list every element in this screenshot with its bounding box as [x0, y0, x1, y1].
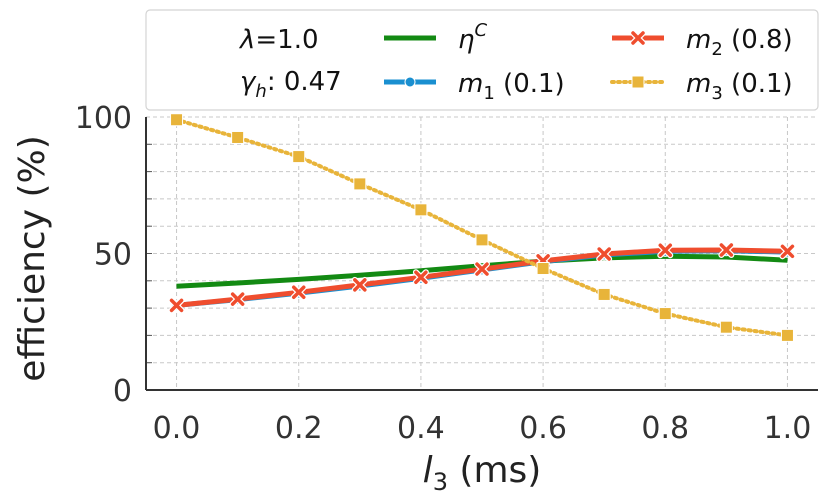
x-tick-label: 1.0 [764, 411, 812, 446]
legend-entry-3: m2 (0.8) [612, 25, 793, 60]
y-tick-label: 50 [94, 238, 132, 273]
y-tick-label: 100 [75, 101, 132, 136]
data-point [474, 261, 490, 278]
data-point [630, 30, 646, 46]
y-axis-label: efficiency (%) [12, 135, 53, 382]
x-tick-label: 0.6 [519, 411, 567, 446]
legend-entry-1: ηC [384, 20, 487, 55]
data-point [231, 130, 245, 144]
annotation-lambda: λ=1.0 [238, 25, 319, 55]
legend-label: m3 (0.1) [686, 69, 793, 104]
legend-label: m2 (0.8) [686, 25, 793, 60]
data-point [536, 262, 550, 276]
data-point [779, 243, 796, 260]
series-layer [168, 113, 796, 342]
data-point [475, 233, 489, 247]
data-point [414, 203, 428, 217]
data-point [168, 297, 185, 314]
data-point [412, 269, 429, 286]
legend-label: ηC [458, 20, 487, 55]
series-line [174, 117, 790, 338]
legend: λ=1.0 γh: 0.47 ηC m1 (0.1) m2 (0.8) m3 (0.1) [145, 9, 819, 111]
data-point [292, 150, 306, 164]
data-point [170, 113, 184, 127]
tick-labels: 0.0 0.2 0.4 0.6 0.8 1.0 0 50 100 [75, 101, 812, 446]
legend-box [145, 9, 819, 111]
x-axis-label: l3 (ms) [423, 450, 542, 496]
data-point [596, 246, 613, 263]
data-point [719, 320, 733, 334]
axis-labels: l3 (ms) efficiency (%) [12, 135, 541, 496]
y-tick-label: 0 [113, 374, 132, 409]
grid-lines [146, 116, 818, 391]
legend-entry-2: m1 (0.1) [384, 69, 565, 104]
data-point [658, 307, 672, 321]
data-point [631, 75, 645, 89]
series-3 [168, 241, 796, 314]
legend-entry-4: m3 (0.1) [610, 69, 793, 104]
data-point [290, 284, 307, 301]
data-point [597, 287, 611, 301]
x-tick-label: 0.2 [275, 411, 323, 446]
data-point [353, 177, 367, 191]
data-point [718, 241, 735, 258]
x-tick-label: 0.8 [641, 411, 689, 446]
data-point [351, 276, 368, 293]
axes [145, 117, 818, 391]
data-point [229, 291, 246, 308]
x-tick-label: 0.0 [153, 411, 201, 446]
x-tick-label: 0.4 [397, 411, 445, 446]
data-point [657, 242, 674, 259]
data-point [780, 328, 794, 342]
series-4 [170, 113, 794, 342]
data-point [404, 76, 416, 88]
annotation-gamma: γh: 0.47 [240, 67, 342, 102]
legend-label: m1 (0.1) [458, 69, 565, 104]
